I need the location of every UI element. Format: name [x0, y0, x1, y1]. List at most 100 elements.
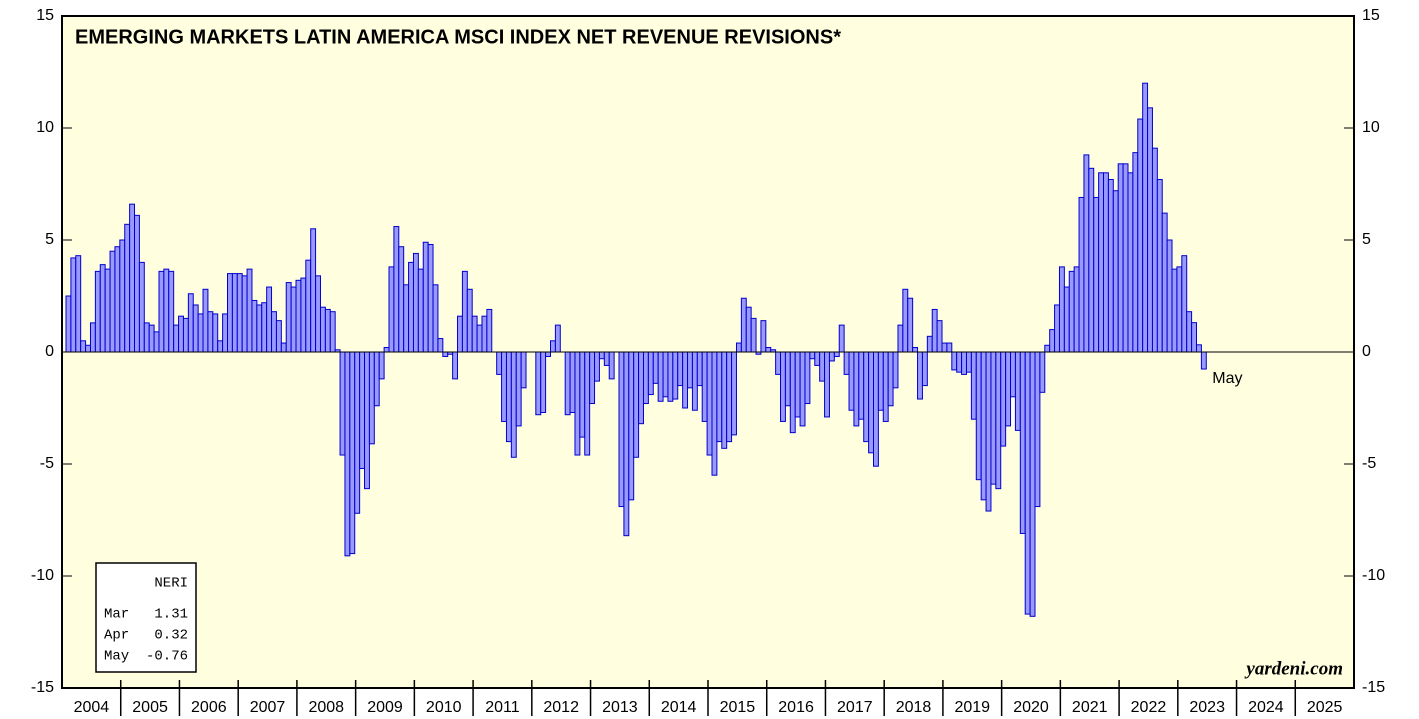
- bar: [760, 320, 767, 353]
- y-tick-label: 15: [36, 7, 54, 24]
- bar: [882, 351, 889, 422]
- bar: [1039, 351, 1046, 393]
- bar: [535, 351, 542, 416]
- x-tick-label: 2012: [543, 699, 579, 716]
- bar: [1107, 179, 1114, 353]
- bar: [667, 351, 674, 402]
- bar: [124, 223, 131, 353]
- y-tick-label: 5: [45, 231, 54, 248]
- bar: [1161, 212, 1168, 353]
- legend-value: 1.31: [154, 607, 188, 623]
- bar: [383, 347, 390, 353]
- bar: [486, 308, 493, 353]
- bar: [1151, 147, 1158, 353]
- bar: [975, 351, 982, 481]
- bar: [887, 351, 894, 407]
- bar: [980, 351, 987, 501]
- bar: [824, 351, 830, 418]
- bar: [843, 351, 850, 375]
- bar: [256, 304, 263, 353]
- bar: [750, 317, 757, 353]
- bar: [545, 351, 552, 357]
- bar: [212, 313, 219, 353]
- bar: [80, 340, 87, 353]
- bar: [765, 347, 772, 353]
- bar: [740, 297, 747, 353]
- bar: [1171, 268, 1178, 353]
- bar: [907, 297, 914, 353]
- bar: [701, 351, 708, 422]
- bar: [187, 293, 194, 353]
- bar: [412, 252, 419, 353]
- bar: [192, 304, 199, 353]
- bar: [89, 322, 96, 353]
- bar: [222, 313, 229, 353]
- marks: [65, 82, 1207, 617]
- bar: [261, 302, 268, 353]
- bar: [833, 351, 840, 357]
- bar: [1093, 196, 1100, 353]
- bar: [589, 351, 596, 405]
- bar: [735, 342, 742, 353]
- bar: [711, 351, 718, 476]
- x-tick-label: 2006: [191, 699, 227, 716]
- bar: [481, 315, 488, 353]
- bar: [99, 264, 106, 353]
- x-tick-label: 2024: [1248, 699, 1284, 716]
- bar: [931, 308, 938, 353]
- bar: [378, 351, 385, 380]
- bar: [1142, 82, 1149, 353]
- bar: [633, 351, 640, 458]
- bar: [324, 308, 331, 353]
- x-tick-label: 2016: [778, 699, 814, 716]
- bar: [1010, 351, 1016, 398]
- legend-frame: [95, 562, 197, 673]
- bar: [951, 351, 958, 371]
- bar: [672, 351, 679, 400]
- bar: [912, 347, 919, 353]
- bar: [662, 351, 669, 398]
- bar: [1112, 190, 1119, 353]
- bar: [197, 313, 204, 353]
- bar: [65, 295, 72, 353]
- bar: [1196, 344, 1202, 353]
- bar: [246, 268, 253, 353]
- bar: [75, 255, 82, 353]
- x-tick-label: 2009: [367, 699, 403, 716]
- bar: [1068, 270, 1075, 353]
- bar: [1176, 266, 1183, 353]
- bar: [608, 351, 615, 380]
- bar: [985, 351, 992, 512]
- bar: [838, 324, 845, 353]
- x-tick-label: 2010: [426, 699, 462, 716]
- y2-tick-label: 15: [1362, 7, 1380, 24]
- bar: [716, 351, 723, 443]
- bar: [628, 351, 635, 501]
- bar: [868, 351, 875, 454]
- bar: [70, 257, 77, 353]
- bar: [1024, 351, 1031, 615]
- bar: [217, 340, 224, 353]
- x-tick-label: 2013: [602, 699, 638, 716]
- bar: [359, 351, 366, 469]
- bar: [603, 351, 610, 366]
- x-tick-label: 2021: [1072, 699, 1108, 716]
- bar: [799, 351, 806, 427]
- bar: [227, 273, 233, 353]
- bar: [706, 351, 713, 456]
- bar: [970, 351, 977, 420]
- bar: [579, 351, 586, 438]
- bar: [809, 351, 816, 360]
- bar: [731, 351, 737, 436]
- annotation: May: [1212, 370, 1242, 387]
- bar: [956, 351, 963, 373]
- bar: [114, 246, 121, 353]
- bar: [647, 351, 654, 396]
- y-tick-label: -15: [31, 679, 54, 696]
- bar: [329, 311, 336, 353]
- bar: [85, 344, 91, 353]
- bar: [1186, 311, 1193, 353]
- bar: [1019, 351, 1026, 534]
- bar: [691, 351, 698, 411]
